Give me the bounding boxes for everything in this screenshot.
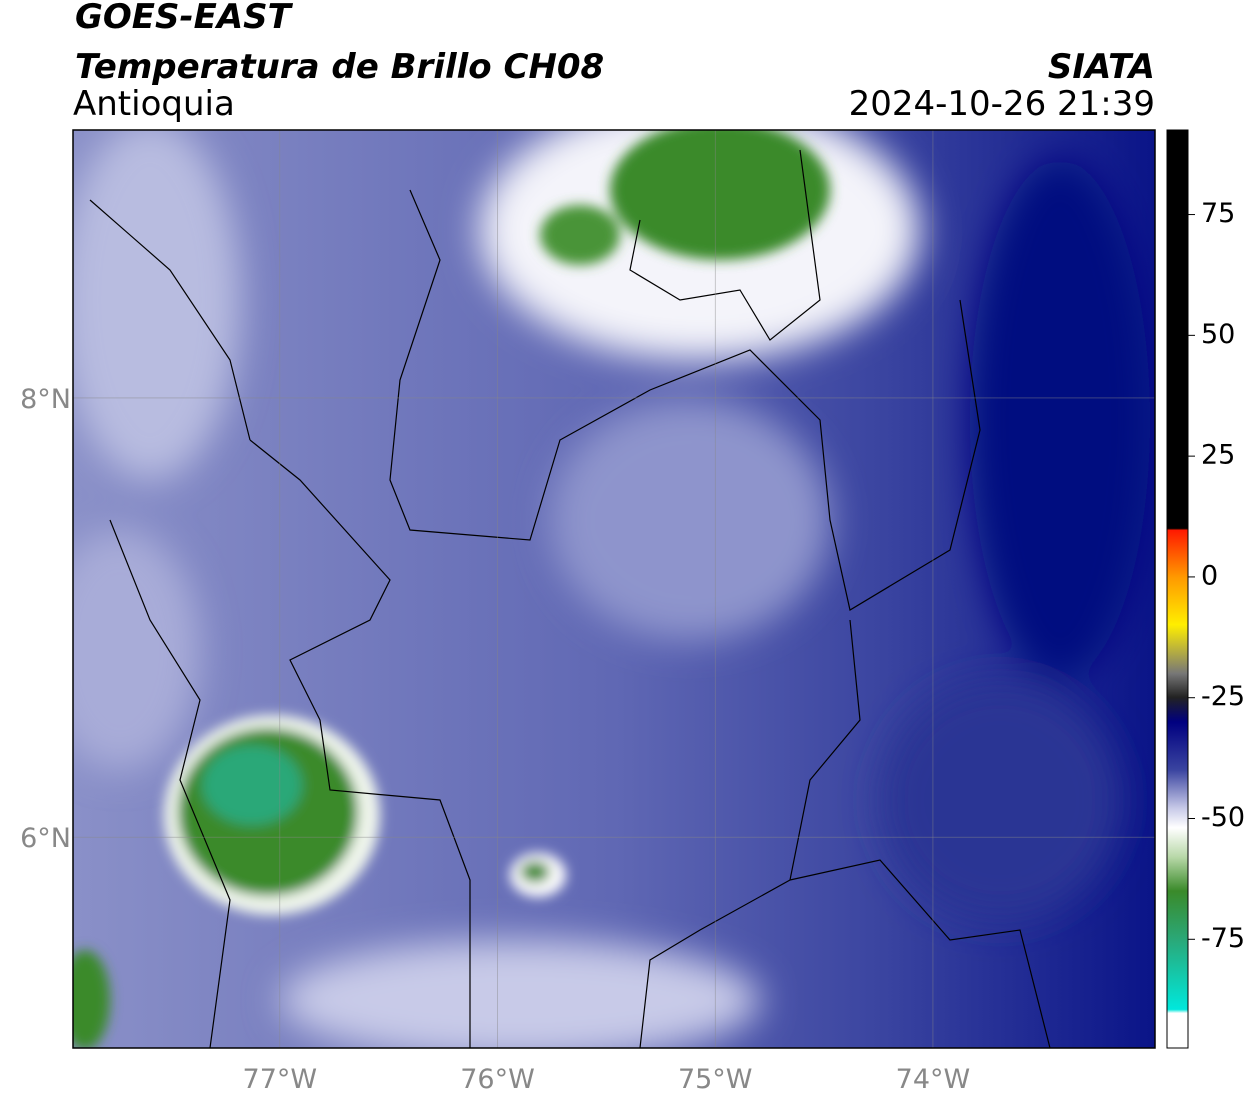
colorbar-ticks: 75 50 25 0 -25 -50 -75	[1188, 198, 1245, 954]
colorbar-tick-label: 50	[1201, 319, 1235, 350]
colorbar	[1166, 129, 1189, 1049]
lat-tick-label: 6°N	[20, 823, 71, 854]
map-image	[73, 130, 1155, 1048]
title: GOES-EAST	[75, 0, 294, 37]
colorbar-tick-label: -75	[1201, 923, 1245, 954]
graticule: 77°W 76°W 75°W 74°W 8°N 6°N	[20, 130, 1155, 1095]
colorbar-tick-label: 25	[1201, 440, 1235, 471]
colorbar-tick-label: 0	[1201, 560, 1218, 591]
colorbar-tick-label: 75	[1201, 198, 1235, 229]
lon-tick-label: 77°W	[243, 1064, 318, 1095]
region: Antioquia	[73, 84, 235, 124]
lon-tick-label: 76°W	[460, 1064, 535, 1095]
colorbar-tick-label: -50	[1201, 802, 1245, 833]
lat-tick-label: 8°N	[20, 384, 71, 415]
colorbar-tick-label: -25	[1201, 681, 1245, 712]
source: SIATA	[1048, 47, 1155, 87]
lon-tick-label: 75°W	[678, 1064, 753, 1095]
subtitle: Temperatura de Brillo CH08	[75, 47, 604, 87]
map-frame	[72, 129, 1156, 1049]
timestamp: 2024-10-26 21:39	[849, 84, 1155, 124]
lon-tick-label: 74°W	[896, 1064, 971, 1095]
